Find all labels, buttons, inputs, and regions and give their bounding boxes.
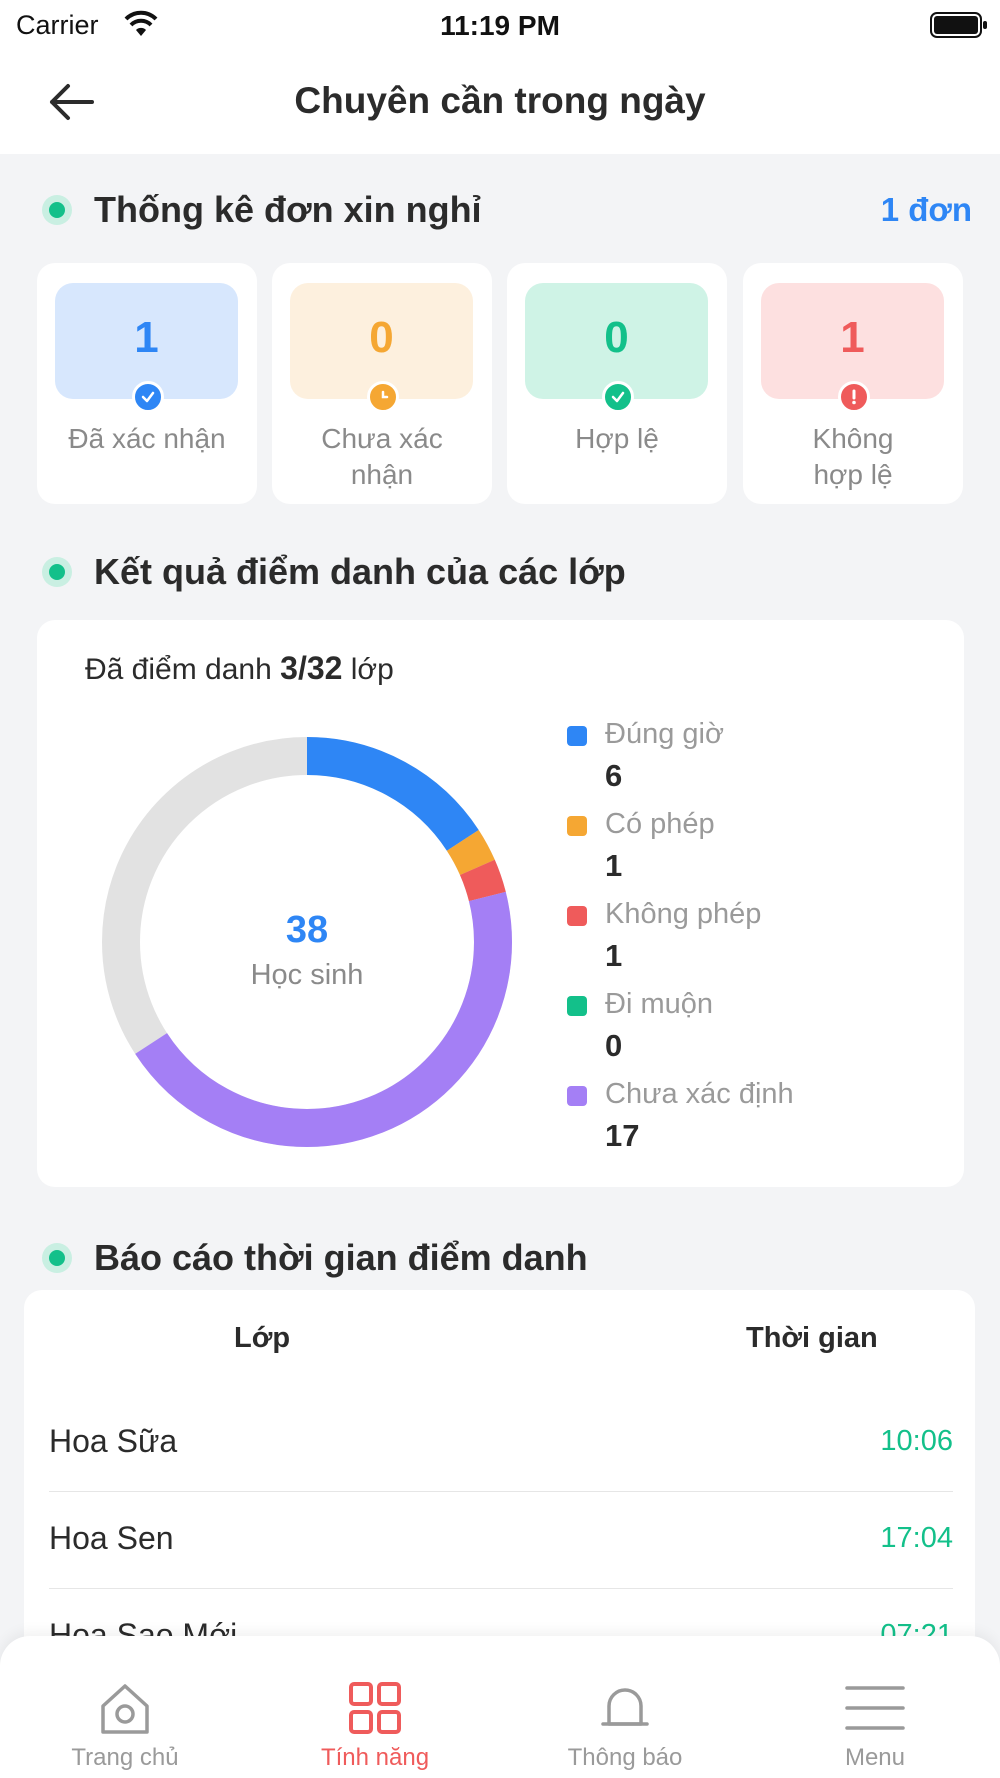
tab-notifications[interactable]: Thông báo [500, 1636, 750, 1778]
page-title: Chuyên cần trong ngày [294, 80, 706, 121]
legend-label: Đi muộn [605, 988, 713, 1020]
stat-caption: Chưa xác nhận [321, 423, 443, 490]
stat-caption: Không hợp lệ [812, 423, 894, 490]
attendance-summary: Đã điểm danh 3/32 lớp [85, 650, 394, 687]
report-header: Báo cáo thời gian điểm danh [42, 1233, 972, 1283]
section-title: Kết quả điểm danh của các lớp [94, 551, 626, 592]
menu-icon [845, 1686, 905, 1730]
wifi-icon [124, 10, 158, 36]
segment-on-time [102, 737, 512, 1147]
legend-label: Đúng giờ [605, 718, 724, 750]
legend-label: Có phép [605, 808, 715, 840]
exclamation-icon [838, 381, 870, 413]
stat-value: 1 [134, 313, 159, 362]
table-row[interactable]: Hoa Sen 17:04 [49, 1492, 953, 1589]
summary-suffix: lớp [350, 653, 394, 686]
legend-value: 6 [605, 758, 623, 793]
stat-card-pending[interactable]: 0 Chưa xác nhận [272, 263, 492, 504]
stat-caption: Đã xác nhận [68, 423, 226, 454]
home-icon [101, 1684, 149, 1734]
tab-home[interactable]: Trang chủ [0, 1636, 250, 1778]
check-icon [132, 381, 164, 413]
segment-undetermined [102, 737, 512, 1147]
legend-label: Chưa xác định [605, 1078, 794, 1110]
nav-bar: Chuyên cần trong ngày [0, 50, 1000, 154]
legend-value: 1 [605, 938, 623, 973]
column-header-time: Thời gian [746, 1322, 878, 1354]
stat-card-invalid[interactable]: 1 Không hợp lệ [743, 263, 963, 504]
legend-value: 0 [605, 1028, 623, 1063]
stat-box: 0 [525, 283, 708, 399]
tab-label: Tính năng [320, 1744, 430, 1771]
donut-center-value: 38 [286, 909, 328, 951]
legend-item-undetermined: Chưa xác định 17 [567, 1078, 947, 1168]
stat-box: 0 [290, 283, 473, 399]
tab-label: Thông báo [567, 1744, 683, 1771]
stat-caption: Hợp lệ [575, 423, 659, 454]
legend-item-unexcused: Không phép 1 [567, 898, 947, 988]
tab-label: Menu [844, 1744, 906, 1771]
stat-box: 1 [761, 283, 944, 399]
clock-icon [367, 381, 399, 413]
legend-item-excused: Có phép 1 [567, 808, 947, 898]
tab-menu[interactable]: Menu [750, 1636, 1000, 1778]
stat-value: 0 [369, 313, 394, 362]
stat-card-valid[interactable]: 0 Hợp lệ [507, 263, 727, 504]
leave-count-link[interactable]: 1 đơn [880, 191, 972, 228]
legend-swatch [567, 816, 587, 836]
section-title: Báo cáo thời gian điểm danh [94, 1237, 588, 1278]
check-icon [602, 381, 634, 413]
bottom-tab-bar: Trang chủ Tính năng Thông báo Menu [0, 1636, 1000, 1778]
carrier-label: Carrier [16, 10, 99, 40]
battery-icon [930, 12, 987, 38]
section-title: Thống kê đơn xin nghỉ [94, 189, 482, 230]
stat-card-confirmed[interactable]: 1 Đã xác nhận [37, 263, 257, 504]
bell-icon [601, 1688, 649, 1726]
legend-swatch [567, 996, 587, 1016]
section-dot-icon [42, 1243, 72, 1273]
leave-stats-header: Thống kê đơn xin nghỉ 1 đơn [42, 185, 972, 235]
legend-swatch [567, 1086, 587, 1106]
grid-icon [349, 1682, 401, 1734]
class-name: Hoa Sen [49, 1520, 174, 1556]
stat-box: 1 [55, 283, 238, 399]
summary-value: 3/32 [280, 650, 343, 686]
attendance-header: Kết quả điểm danh của các lớp [42, 547, 972, 597]
back-arrow-icon[interactable] [46, 80, 96, 124]
attendance-chart-card: Đã điểm danh 3/32 lớp 38 Học sinh Đúng g… [37, 620, 964, 1187]
stat-value: 1 [840, 313, 865, 362]
donut-center-label: Học sinh [251, 959, 364, 991]
status-bar: Carrier 11:19 PM [0, 0, 1000, 50]
legend-value: 1 [605, 848, 623, 883]
summary-prefix: Đã điểm danh [85, 653, 272, 686]
legend-label: Không phép [605, 898, 762, 930]
column-header-class: Lớp [234, 1322, 291, 1354]
legend-item-on-time: Đúng giờ 6 [567, 718, 947, 808]
check-time: 10:06 [880, 1425, 953, 1457]
section-dot-icon [42, 557, 72, 587]
legend-swatch [567, 726, 587, 746]
legend-swatch [567, 906, 587, 926]
attendance-donut-chart: 38 Học sinh [102, 737, 512, 1147]
clock-time: 11:19 PM [440, 10, 560, 41]
check-time: 17:04 [880, 1522, 953, 1554]
tab-features[interactable]: Tính năng [250, 1636, 500, 1778]
table-row[interactable]: Hoa Sữa 10:06 [49, 1395, 953, 1492]
tab-label: Trang chủ [71, 1744, 179, 1771]
class-name: Hoa Sữa [49, 1423, 178, 1459]
stat-value: 0 [604, 313, 629, 362]
legend-item-late: Đi muộn 0 [567, 988, 947, 1078]
section-dot-icon [42, 195, 72, 225]
legend-value: 17 [605, 1118, 640, 1153]
chart-legend: Đúng giờ 6 Có phép 1 Không phép 1 Đi muộ… [567, 718, 947, 1168]
